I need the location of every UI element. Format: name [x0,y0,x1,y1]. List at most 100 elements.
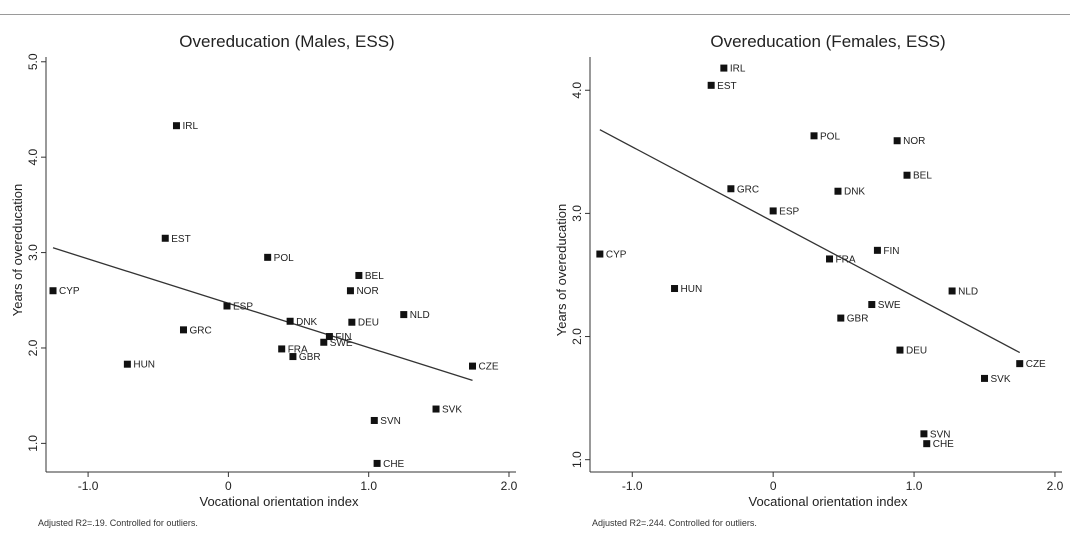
point-label: CZE [479,362,499,373]
x-axis-label: Vocational orientation index [199,494,359,509]
x-axis-label: Vocational orientation index [748,494,908,509]
x-tick-label: -1.0 [622,479,643,493]
point-label: NLD [958,286,978,297]
point-label: IRL [730,64,746,75]
data-point [596,250,604,258]
point-label: FIN [883,246,899,257]
point-label: FRA [836,254,856,265]
x-tick-label: 1.0 [906,479,923,493]
y-tick-label: 3.0 [570,205,584,222]
chart-panel-males: Overeducation (Males, ESS) Vocational or… [10,32,518,528]
point-label: CYP [59,286,80,297]
x-tick-label: 0 [770,479,777,493]
chart-title: Overeducation (Females, ESS) [710,32,945,51]
data-point [469,362,477,370]
data-point [286,317,294,325]
data-point [179,326,187,334]
point-label: SVN [380,416,401,427]
data-point [720,64,728,72]
data-point [873,246,881,254]
data-point [49,287,57,295]
data-point [123,360,131,368]
data-point [325,333,333,341]
point-label: SVN [930,429,951,440]
y-tick-label: 1.0 [570,451,584,468]
fit-line [599,129,1021,354]
point-label: NOR [903,136,925,147]
data-point [289,353,297,361]
point-label: EST [171,234,190,245]
point-label: SWE [330,338,353,349]
y-tick-label: 3.0 [26,244,40,261]
point-label: DEU [906,346,927,357]
y-tick-label: 1.0 [26,435,40,452]
data-point [896,346,904,354]
point-label: IRL [182,121,198,132]
data-point [264,253,272,261]
data-point [373,459,381,467]
data-point [161,234,169,242]
chart-title: Overeducation (Males, ESS) [179,32,394,51]
x-tick-label: 0 [225,479,232,493]
footnote: Adjusted R2=.19. Controlled for outliers… [38,518,198,528]
top-rule [0,14,1070,15]
point-label: HUN [133,360,155,371]
data-point [769,207,777,215]
data-point [948,287,956,295]
point-label: EST [717,81,736,92]
point-label: FRA [288,344,308,355]
point-label: GRC [189,325,211,336]
data-point [903,171,911,179]
data-point [920,430,928,438]
point-label: SVK [991,374,1011,385]
point-label: NLD [410,310,430,321]
point-label: CHE [933,439,954,450]
data-point [893,137,901,145]
data-point [355,271,363,279]
point-label: DNK [844,187,865,198]
y-tick-label: 2.0 [570,328,584,345]
data-point [810,132,818,140]
data-point [834,187,842,195]
y-axis-label: Years of overeducation [554,204,569,337]
x-tick-label: 1.0 [360,479,377,493]
point-label: ESP [233,302,253,313]
point-label: BEL [365,271,384,282]
point-label: CZE [1026,359,1046,370]
data-point [432,405,440,413]
point-label: DNK [296,317,317,328]
point-label: SWE [878,300,901,311]
y-tick-label: 4.0 [26,149,40,166]
point-label: GBR [847,314,869,325]
data-point [400,311,408,319]
point-label: ESP [779,206,799,217]
data-point [346,287,354,295]
point-label: HUN [681,284,703,295]
data-point [707,81,715,89]
chart-panel-females: Overeducation (Females, ESS) Vocational … [554,32,1064,528]
data-point [223,302,231,310]
data-point [172,122,180,130]
data-point [320,338,328,346]
point-label: NOR [356,286,378,297]
x-tick-label: 2.0 [1047,479,1064,493]
point-label: GBR [299,352,321,363]
point-label: BEL [913,171,932,182]
x-tick-label: 2.0 [501,479,518,493]
data-point [837,314,845,322]
y-tick-label: 2.0 [26,339,40,356]
point-label: GRC [737,184,759,195]
point-label: CHE [383,459,404,470]
data-point [981,374,989,382]
footnote: Adjusted R2=.244. Controlled for outlier… [592,518,757,528]
data-point [278,345,286,353]
data-point [923,440,931,448]
point-label: SVK [442,405,462,416]
x-tick-label: -1.0 [78,479,99,493]
data-point [1016,360,1024,368]
point-label: CYP [606,250,627,261]
point-label: POL [820,131,840,142]
point-label: POL [274,253,294,264]
data-point [348,318,356,326]
